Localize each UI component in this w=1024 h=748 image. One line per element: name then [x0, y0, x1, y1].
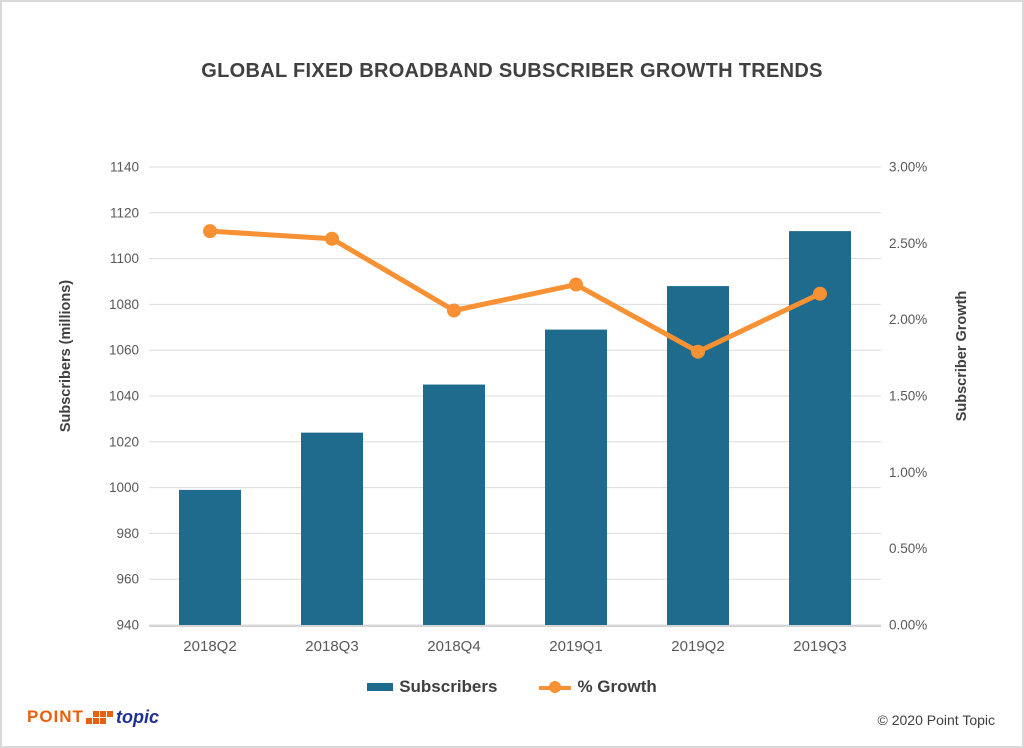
growth-point-2018Q3 — [325, 231, 339, 246]
x-tick-label: 2018Q3 — [305, 638, 358, 655]
left-tick-label: 1140 — [110, 160, 139, 175]
right-tick-label: 0.00% — [889, 618, 927, 633]
right-tick-label: 0.50% — [889, 541, 927, 556]
chart-title: GLOBAL FIXED BROADBAND SUBSCRIBER GROWTH… — [201, 60, 823, 82]
right-tick-label: 1.00% — [889, 465, 927, 480]
x-tick-label: 2019Q2 — [671, 638, 724, 655]
bar-2018Q2 — [179, 489, 241, 625]
legend-label-growth: % Growth — [577, 677, 657, 696]
growth-swatch-dot — [549, 681, 562, 693]
right-axis-title: Subscriber Growth — [954, 290, 970, 422]
logo-topic-text: topic — [115, 707, 159, 727]
point-topic-logo: POINT topic — [27, 707, 159, 728]
bar-2018Q3 — [301, 432, 363, 625]
left-tick-label: 1120 — [110, 205, 139, 220]
left-axis-title: Subscribers (millions) — [58, 279, 74, 433]
left-tick-label: 1020 — [109, 434, 139, 449]
left-tick-label: 980 — [116, 526, 139, 541]
right-tick-label: 3.00% — [889, 160, 927, 175]
copyright-text: © 2020 Point Topic — [877, 712, 995, 728]
logo-point-text: POINT — [27, 707, 84, 726]
growth-point-2018Q2 — [203, 224, 217, 239]
x-tick-label: 2019Q3 — [793, 638, 846, 655]
right-tick-label: 1.50% — [889, 389, 927, 404]
x-tick-label: 2018Q4 — [427, 638, 480, 655]
left-tick-label: 1100 — [110, 251, 139, 266]
left-tick-label: 1000 — [109, 480, 139, 495]
bar-2019Q2 — [667, 286, 729, 625]
logo-pixels-icon — [85, 711, 113, 724]
left-tick-label: 940 — [116, 618, 139, 633]
growth-point-2019Q1 — [569, 277, 583, 292]
growth-line — [207, 228, 823, 355]
legend: Subscribers % Growth — [2, 677, 1022, 697]
growth-swatch-icon — [539, 681, 572, 694]
right-tick-label: 2.50% — [889, 236, 927, 251]
left-tick-label: 1060 — [109, 343, 139, 358]
subscribers-swatch-icon — [367, 683, 394, 691]
right-tick-label: 2.00% — [889, 312, 927, 327]
x-tick-label: 2018Q2 — [183, 638, 236, 655]
x-tick-label: 2019Q1 — [549, 638, 602, 655]
bar-2018Q4 — [423, 384, 485, 625]
growth-point-2018Q4 — [447, 303, 461, 318]
left-tick-label: 1080 — [109, 297, 139, 312]
legend-label-subscribers: Subscribers — [399, 677, 498, 696]
left-tick-label: 1040 — [109, 389, 139, 404]
growth-point-2019Q3 — [813, 286, 827, 301]
left-tick-label: 960 — [116, 572, 139, 587]
legend-item-subscribers: Subscribers — [367, 677, 497, 697]
bar-2019Q1 — [545, 329, 607, 625]
growth-point-2019Q2 — [691, 344, 705, 359]
legend-item-growth: % Growth — [539, 677, 657, 697]
